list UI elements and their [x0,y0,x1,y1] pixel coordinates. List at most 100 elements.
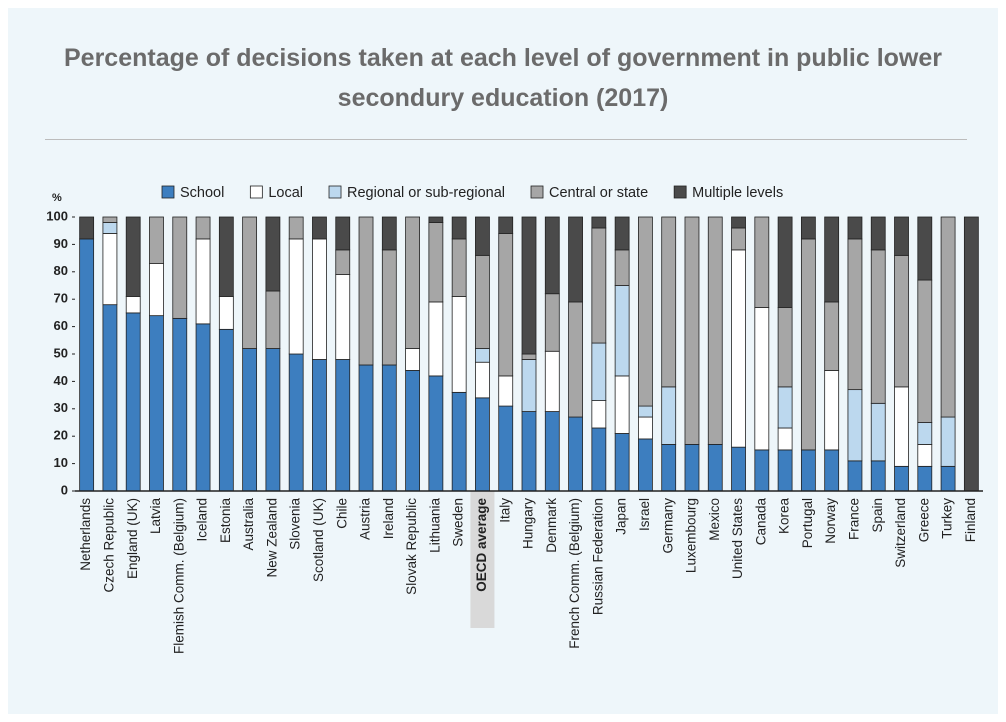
bar-segment [544,411,560,492]
x-tick-label: Slovenia [288,498,303,550]
bar-segment [777,386,793,429]
x-tick-label: New Zealand [264,498,279,578]
x-tick-label: French Comm. (Belgium) [567,498,582,649]
x-tick-label: Korea [777,498,792,535]
legend-label: School [180,185,224,201]
bar-segment [381,364,397,492]
bar-segment [614,433,630,492]
bar-segment [521,359,537,412]
x-tick-label: Israel [637,498,652,531]
x-tick-label: Slovak Republic [404,498,419,595]
y-tick-label: 20 [54,428,68,443]
y-tick-label: 30 [54,400,68,415]
y-tick-label: 10 [54,455,68,470]
x-tick-label: OECD average [474,498,489,592]
bar-segment [405,216,420,349]
bar-segment [381,216,397,251]
bar-segment [894,465,909,492]
bar-segment [917,422,933,445]
bar-segment [125,296,141,314]
x-tick-label: Luxembourg [684,498,699,573]
bar-segment [824,216,840,303]
bar-segment [218,296,234,330]
bar-segment [847,460,863,492]
bar-segment [638,216,653,407]
bar-segment [800,449,816,492]
x-tick-label: Czech Republic [101,498,116,593]
legend-swatch [249,185,263,199]
bar-segment [847,389,863,462]
bar-segment [312,359,327,492]
bar-segment [172,216,188,319]
bar-segment [79,238,95,492]
x-tick-label: Canada [753,498,768,546]
bar-segment [428,222,444,303]
bar-segment [521,411,537,492]
bar-segment [288,238,304,355]
bar-segment [498,405,514,492]
bar-segment [544,350,560,412]
bar-segment [754,307,770,451]
x-tick-label: Portugal [800,498,815,548]
bar-segment [591,227,607,344]
x-tick-label: Greece [916,498,931,542]
bar-segment [475,254,490,349]
bar-segment [847,238,863,391]
bar-segment [684,444,700,492]
bar-segment [451,391,467,492]
bar-segment [824,301,840,371]
x-tick-label: Japan [614,498,629,535]
bar-segment [940,465,956,492]
bar-segment [731,249,746,448]
bar-segment [102,304,118,492]
bar-segment [568,416,583,492]
x-tick-label: Russian Federation [590,498,605,615]
legend-swatch [328,185,342,199]
x-tick-label: England (UK) [125,498,140,579]
bar-segment [777,307,793,388]
bar-segment [824,449,840,492]
bar-segment [591,427,607,492]
x-tick-label: Switzerland [893,498,908,568]
bar-segment [661,216,677,388]
bar-segment [218,328,234,492]
separator [45,139,967,140]
bar-segment [475,361,490,399]
bar-segment [335,249,351,275]
bar-segment [79,216,95,240]
bar-segment [917,444,933,467]
x-tick-label: Norway [823,498,838,544]
bar-segment [940,416,956,467]
bar-segment [149,263,164,317]
bar-segment [428,375,444,492]
bar-segment [498,233,514,377]
bar-segment [102,216,118,223]
bar-segment [614,375,630,434]
bar-segment [544,216,560,295]
bar-segment [777,427,793,451]
x-tick-label: United States [730,498,745,579]
bar-segment [521,353,537,360]
bar-segment [963,216,979,492]
y-tick-label: 50 [54,345,68,360]
bar-segment [614,249,630,286]
bar-segment [684,216,700,445]
bar-segment [125,216,141,297]
y-tick-label: 80 [54,263,68,278]
legend-swatch [673,185,687,199]
y-axis-label: % [52,192,62,204]
bar-segment [661,386,677,445]
bar-segment [288,353,304,492]
bar-segment [428,301,444,377]
bar-segment [428,216,444,223]
x-tick-label: Denmark [544,498,559,553]
bar-segment [149,216,164,264]
y-tick-label: 0 [61,482,68,497]
legend-swatch [530,185,544,199]
bar-segment [894,216,909,256]
bar-segment [125,312,141,492]
x-tick-label: Spain [870,498,885,533]
highlight-band [470,491,495,628]
bar-segment [568,216,583,303]
